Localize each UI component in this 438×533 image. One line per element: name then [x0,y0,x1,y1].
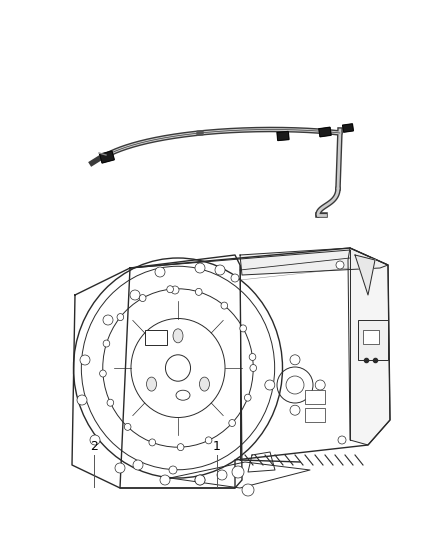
FancyBboxPatch shape [358,320,388,360]
Circle shape [231,274,239,282]
Ellipse shape [147,377,156,391]
Circle shape [290,405,300,415]
Circle shape [232,466,244,478]
Polygon shape [343,124,353,132]
Ellipse shape [250,365,257,372]
Ellipse shape [240,325,247,332]
Circle shape [115,463,125,473]
Circle shape [169,466,177,474]
Ellipse shape [244,394,251,401]
Circle shape [338,436,346,444]
Polygon shape [197,131,203,135]
Ellipse shape [173,329,183,343]
Circle shape [103,315,113,325]
Ellipse shape [177,443,184,451]
Circle shape [195,475,205,485]
Ellipse shape [166,355,191,381]
Circle shape [133,460,143,470]
Ellipse shape [107,399,114,406]
Text: 1: 1 [213,440,221,453]
Polygon shape [277,132,289,141]
Ellipse shape [229,419,236,426]
Polygon shape [319,127,331,137]
Circle shape [77,395,87,405]
Text: 2: 2 [90,440,98,453]
Circle shape [80,355,90,365]
Circle shape [171,286,179,294]
Ellipse shape [221,302,228,309]
Circle shape [217,470,227,480]
Ellipse shape [139,295,146,302]
Circle shape [315,380,325,390]
Circle shape [265,380,275,390]
Circle shape [215,265,225,275]
Polygon shape [240,248,388,275]
Polygon shape [100,151,114,163]
Circle shape [160,475,170,485]
Polygon shape [348,248,390,445]
Ellipse shape [99,370,106,377]
Ellipse shape [199,377,209,391]
Circle shape [336,261,344,269]
Ellipse shape [124,423,131,430]
Ellipse shape [249,353,256,360]
Ellipse shape [195,288,202,295]
Circle shape [242,484,254,496]
Circle shape [195,475,205,485]
Circle shape [290,355,300,365]
Ellipse shape [167,286,173,293]
Polygon shape [355,255,375,295]
FancyBboxPatch shape [145,330,167,345]
Ellipse shape [205,437,212,444]
FancyBboxPatch shape [305,390,325,404]
Ellipse shape [117,313,124,320]
FancyBboxPatch shape [305,408,325,422]
FancyBboxPatch shape [363,330,379,344]
Circle shape [130,290,140,300]
Circle shape [90,435,100,445]
Ellipse shape [103,340,110,347]
Ellipse shape [176,390,190,400]
Circle shape [195,263,205,273]
Circle shape [155,267,165,277]
Ellipse shape [149,439,155,446]
